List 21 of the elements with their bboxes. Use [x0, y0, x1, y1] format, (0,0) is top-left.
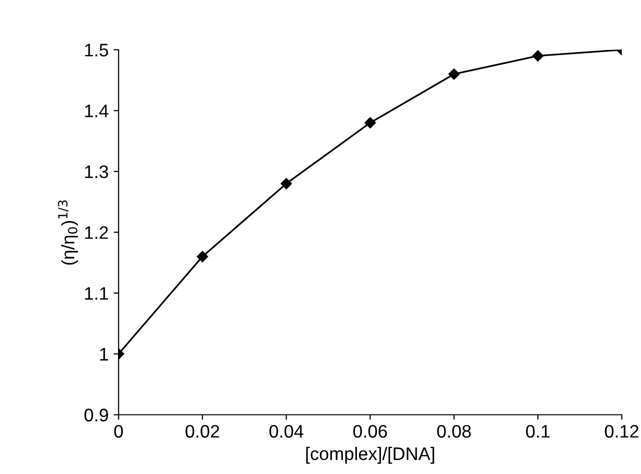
y-tick-label: 1.4	[85, 104, 108, 118]
point	[280, 178, 292, 190]
y-tick-label: 1.5	[85, 44, 108, 56]
x-axis-title: [complex]/[DNA]	[306, 446, 434, 464]
x-tick-label: 0.04	[269, 424, 304, 438]
y-tick-label: 1.1	[85, 287, 108, 300]
y-tick-label: 1	[100, 348, 108, 360]
point	[364, 117, 376, 128]
x-tick-label: 0.08	[437, 424, 471, 438]
x-tick-label: 0.06	[353, 424, 387, 438]
y-tick-label: 1.3	[85, 165, 108, 178]
point	[448, 68, 460, 80]
y-axis-title: (η/η$_{0}$)$^{1/3}$	[58, 200, 78, 265]
x-tick-label: 0.12	[604, 424, 638, 438]
point	[196, 250, 208, 262]
point	[532, 50, 544, 62]
x-tick-label: 0	[114, 424, 123, 438]
y-tick-label: 1.2	[85, 226, 108, 239]
x-tick-label: 0.02	[186, 424, 220, 438]
y-tick-label: 0.9	[84, 408, 108, 422]
x-tick-label: 0.1	[526, 424, 550, 438]
